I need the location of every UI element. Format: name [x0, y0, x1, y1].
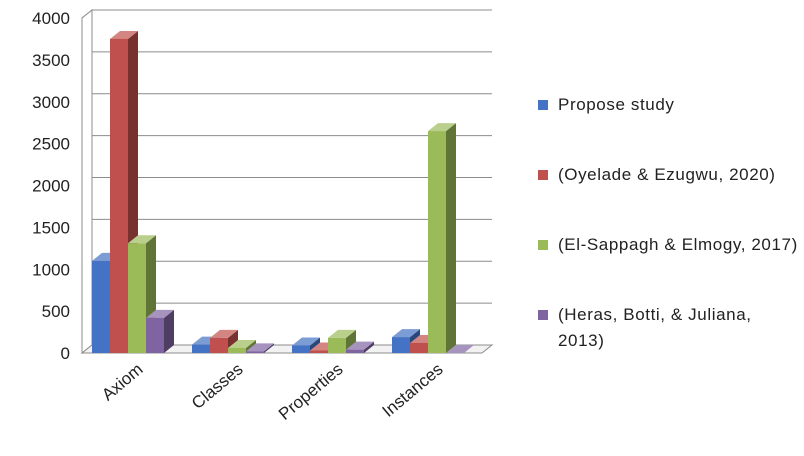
bar-top	[446, 345, 474, 353]
bar-front	[328, 337, 346, 353]
y-tick-label: 2500	[32, 135, 70, 154]
bar-front	[210, 337, 228, 353]
bar-front	[146, 317, 164, 353]
bar	[146, 309, 174, 353]
legend-item: (Oyelade & Ezugwu, 2020)	[538, 162, 800, 188]
bar	[328, 329, 356, 353]
legend-swatch	[538, 310, 548, 320]
bar-front	[228, 347, 246, 353]
y-tick-label: 500	[42, 302, 70, 321]
side-wall	[81, 8, 93, 355]
bar-top	[128, 235, 156, 244]
legend-item: (Heras, Botti, & Juliana, 2013)	[538, 302, 800, 354]
bar-front	[428, 131, 446, 353]
bar	[346, 341, 374, 353]
legend-label: Propose study	[558, 95, 675, 114]
bar-top	[228, 339, 256, 348]
legend-item: (El-Sappagh & Elmogy, 2017)	[538, 232, 800, 258]
bar-front	[246, 351, 264, 353]
bar-front	[410, 342, 428, 353]
bar-top	[246, 343, 274, 352]
y-tick-label: 4000	[32, 9, 70, 28]
y-tick-label: 3000	[32, 93, 70, 112]
bar-front	[110, 38, 128, 353]
gridline	[81, 51, 492, 61]
bar-front	[292, 345, 310, 353]
y-tick-label: 3500	[32, 51, 70, 70]
bars	[92, 30, 474, 353]
bar-front	[392, 337, 410, 353]
y-axis-ticks: 0 500 1000 1500 2000 2500 3000 3500 4000	[32, 9, 70, 363]
bar-top	[292, 337, 320, 346]
bar-front	[192, 344, 210, 353]
bar-top	[210, 329, 238, 338]
bar-side	[264, 343, 274, 353]
bar-side	[164, 309, 174, 353]
bar	[246, 343, 274, 353]
chart-walls	[80, 8, 494, 355]
bar-front	[92, 260, 110, 353]
bar-top	[392, 329, 420, 338]
x-category-label: Axiom	[98, 360, 146, 405]
bar-top	[328, 329, 356, 338]
bar	[446, 345, 474, 353]
bar-front	[346, 349, 364, 353]
bar-side	[346, 329, 356, 353]
bar	[428, 123, 456, 353]
x-category-label: Classes	[188, 360, 247, 413]
legend-label: (El-Sappagh & Elmogy, 2017)	[558, 235, 798, 254]
bar-side	[446, 123, 456, 353]
bar-top	[346, 341, 374, 350]
legend-label: (Oyelade & Ezugwu, 2020)	[558, 165, 776, 184]
y-tick-label: 1500	[32, 218, 70, 237]
bar-top	[428, 123, 456, 132]
bar-side	[364, 341, 374, 353]
gridline	[81, 93, 492, 103]
bar-top	[110, 30, 138, 39]
y-tick-label: 0	[61, 344, 70, 363]
y-tick-label: 2000	[32, 177, 70, 196]
legend-swatch	[538, 100, 548, 110]
legend-swatch	[538, 170, 548, 180]
legend-swatch	[538, 240, 548, 250]
bar-front	[128, 243, 146, 353]
y-tick-label: 1000	[32, 260, 70, 279]
bar-top	[146, 309, 174, 318]
bar-front	[310, 350, 328, 353]
x-axis-categories: Axiom Classes Properties Instances	[98, 360, 446, 424]
legend-item: Propose study	[538, 92, 800, 118]
x-category-label: Properties	[275, 360, 347, 424]
legend-label: (Heras, Botti, & Juliana, 2013)	[558, 305, 752, 350]
x-category-label: Instances	[379, 360, 447, 421]
legend: Propose study (Oyelade & Ezugwu, 2020) (El…	[538, 92, 800, 354]
gridline	[81, 9, 492, 19]
